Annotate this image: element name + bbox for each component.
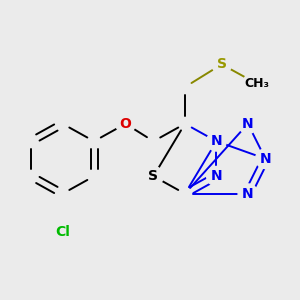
Text: Cl: Cl (55, 225, 70, 239)
Text: N: N (211, 169, 222, 183)
Text: S: S (148, 169, 158, 183)
Text: N: N (260, 152, 271, 166)
Text: N: N (211, 134, 222, 148)
Text: O: O (120, 117, 131, 131)
Circle shape (144, 167, 163, 186)
Text: N: N (242, 187, 254, 201)
Circle shape (212, 55, 232, 74)
Text: S: S (217, 57, 227, 71)
Circle shape (49, 219, 76, 245)
Circle shape (116, 114, 135, 134)
Circle shape (238, 114, 258, 134)
Circle shape (207, 131, 226, 151)
Text: CH₃: CH₃ (244, 77, 269, 90)
Circle shape (243, 70, 270, 97)
Circle shape (207, 167, 226, 186)
Circle shape (256, 149, 275, 169)
Circle shape (238, 184, 258, 203)
Text: N: N (242, 117, 254, 131)
